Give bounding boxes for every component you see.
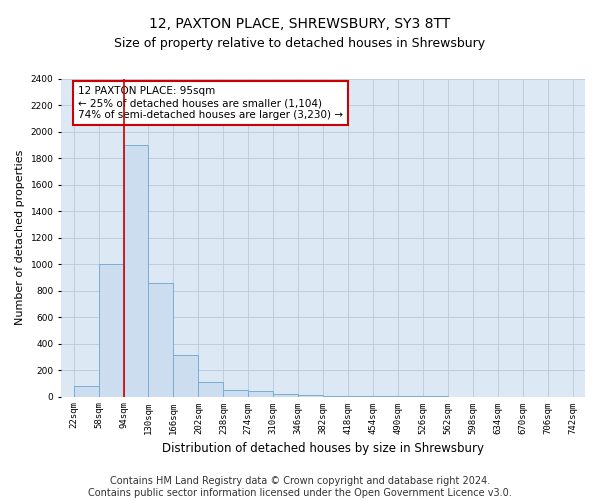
- Y-axis label: Number of detached properties: Number of detached properties: [15, 150, 25, 325]
- Bar: [248, 392, 273, 396]
- Bar: [148, 282, 173, 397]
- Text: 12 PAXTON PLACE: 95sqm
← 25% of detached houses are smaller (1,104)
74% of semi-: 12 PAXTON PLACE: 95sqm ← 25% of detached…: [78, 86, 343, 120]
- Bar: [98, 264, 124, 396]
- Bar: [199, 382, 223, 396]
- Bar: [173, 356, 199, 397]
- X-axis label: Distribution of detached houses by size in Shrewsbury: Distribution of detached houses by size …: [162, 442, 484, 455]
- Bar: [298, 394, 323, 396]
- Bar: [124, 145, 148, 397]
- Text: Contains HM Land Registry data © Crown copyright and database right 2024.
Contai: Contains HM Land Registry data © Crown c…: [88, 476, 512, 498]
- Bar: [273, 394, 298, 396]
- Text: Size of property relative to detached houses in Shrewsbury: Size of property relative to detached ho…: [115, 38, 485, 51]
- Text: 12, PAXTON PLACE, SHREWSBURY, SY3 8TT: 12, PAXTON PLACE, SHREWSBURY, SY3 8TT: [149, 18, 451, 32]
- Bar: [74, 386, 98, 396]
- Bar: [223, 390, 248, 396]
